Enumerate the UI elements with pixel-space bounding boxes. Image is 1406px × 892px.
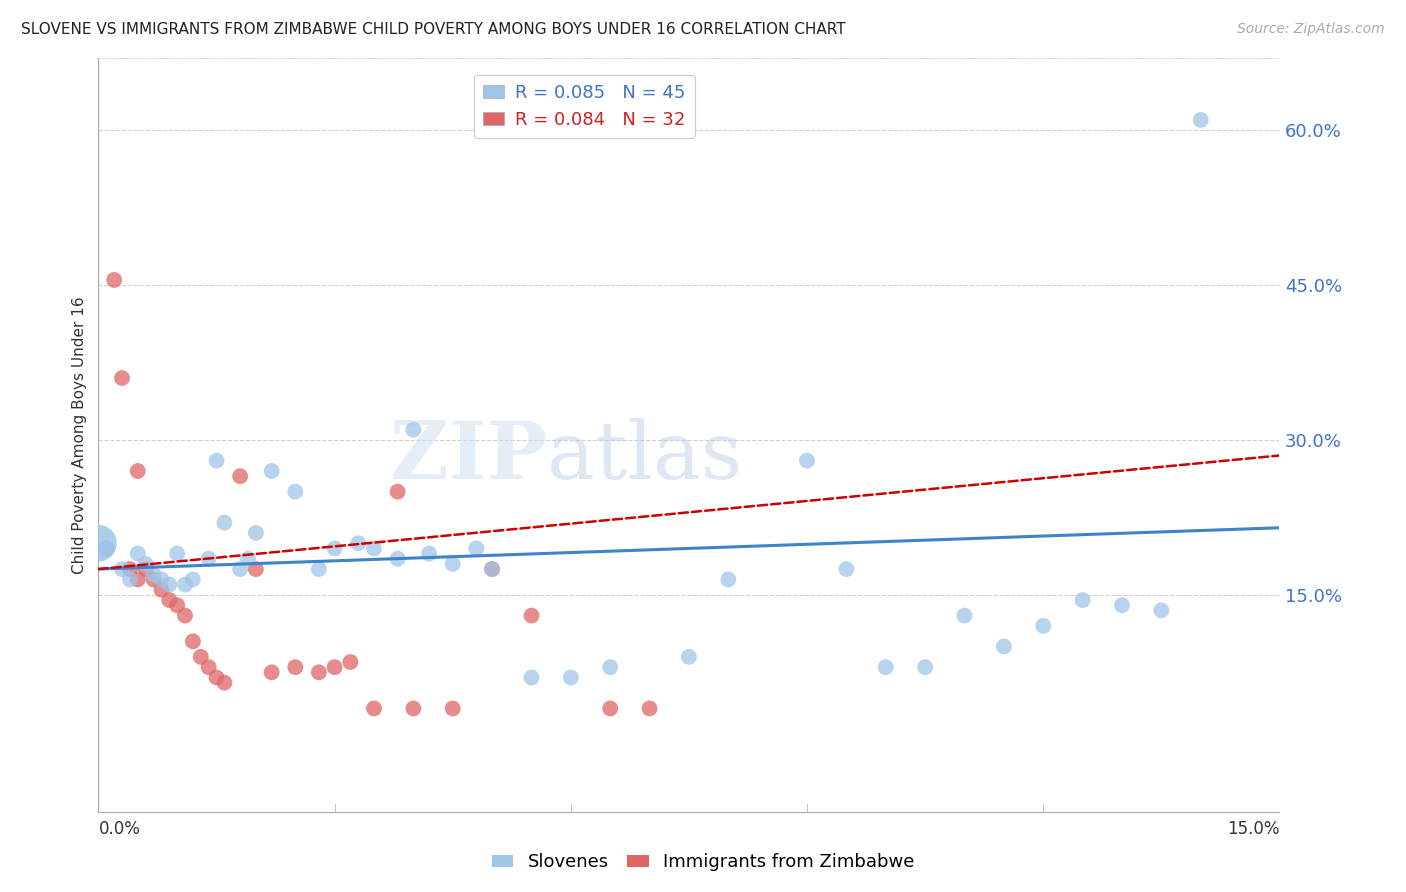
Point xyxy=(481,562,503,576)
Legend: R = 0.085   N = 45, R = 0.084   N = 32: R = 0.085 N = 45, R = 0.084 N = 32 xyxy=(474,75,695,137)
Point xyxy=(323,541,346,556)
Point xyxy=(347,536,370,550)
Point xyxy=(111,371,134,385)
Point xyxy=(127,573,149,587)
Text: Source: ZipAtlas.com: Source: ZipAtlas.com xyxy=(1237,22,1385,37)
Point xyxy=(402,423,425,437)
Point xyxy=(118,573,141,587)
Text: SLOVENE VS IMMIGRANTS FROM ZIMBABWE CHILD POVERTY AMONG BOYS UNDER 16 CORRELATIO: SLOVENE VS IMMIGRANTS FROM ZIMBABWE CHIL… xyxy=(21,22,846,37)
Point xyxy=(441,701,464,715)
Point xyxy=(150,582,173,597)
Point xyxy=(678,649,700,664)
Point xyxy=(197,660,219,674)
Point xyxy=(229,469,252,483)
Y-axis label: Child Poverty Among Boys Under 16: Child Poverty Among Boys Under 16 xyxy=(72,296,87,574)
Point xyxy=(142,567,165,582)
Legend: Slovenes, Immigrants from Zimbabwe: Slovenes, Immigrants from Zimbabwe xyxy=(485,847,921,879)
Point xyxy=(260,464,283,478)
Text: ZIP: ZIP xyxy=(391,418,547,497)
Point xyxy=(197,551,219,566)
Point xyxy=(157,577,180,591)
Point xyxy=(481,562,503,576)
Point xyxy=(103,273,125,287)
Point xyxy=(363,701,385,715)
Point xyxy=(111,562,134,576)
Point xyxy=(993,640,1015,654)
Point xyxy=(875,660,897,674)
Point xyxy=(96,541,118,556)
Point xyxy=(174,608,197,623)
Point xyxy=(260,665,283,680)
Point xyxy=(914,660,936,674)
Point xyxy=(1111,598,1133,612)
Point xyxy=(520,671,543,685)
Point xyxy=(638,701,661,715)
Point xyxy=(214,675,236,690)
Point xyxy=(127,547,149,561)
Point xyxy=(236,551,259,566)
Point xyxy=(181,573,204,587)
Point xyxy=(323,660,346,674)
Point xyxy=(308,665,330,680)
Point xyxy=(157,593,180,607)
Point xyxy=(308,562,330,576)
Point xyxy=(205,671,228,685)
Point xyxy=(520,608,543,623)
Point xyxy=(387,484,409,499)
Text: 15.0%: 15.0% xyxy=(1227,820,1279,838)
Point xyxy=(174,577,197,591)
Point xyxy=(181,634,204,648)
Point xyxy=(796,453,818,467)
Point xyxy=(363,541,385,556)
Point xyxy=(1150,603,1173,617)
Point xyxy=(441,557,464,571)
Point xyxy=(166,547,188,561)
Point xyxy=(953,608,976,623)
Point xyxy=(142,573,165,587)
Point xyxy=(229,562,252,576)
Point xyxy=(284,484,307,499)
Point xyxy=(1032,619,1054,633)
Point xyxy=(166,598,188,612)
Point xyxy=(1071,593,1094,607)
Point xyxy=(339,655,361,669)
Point xyxy=(214,516,236,530)
Point xyxy=(135,562,157,576)
Point xyxy=(150,573,173,587)
Point xyxy=(245,562,267,576)
Point xyxy=(465,541,488,556)
Point xyxy=(402,701,425,715)
Point xyxy=(387,551,409,566)
Point xyxy=(127,464,149,478)
Point xyxy=(560,671,582,685)
Point xyxy=(96,541,118,556)
Point xyxy=(835,562,858,576)
Point xyxy=(245,525,267,540)
Point xyxy=(118,562,141,576)
Point xyxy=(190,649,212,664)
Point xyxy=(717,573,740,587)
Point xyxy=(599,701,621,715)
Point xyxy=(418,547,440,561)
Point xyxy=(1189,112,1212,127)
Point xyxy=(87,536,110,550)
Point xyxy=(284,660,307,674)
Text: 0.0%: 0.0% xyxy=(98,820,141,838)
Text: atlas: atlas xyxy=(547,418,742,497)
Point xyxy=(599,660,621,674)
Point xyxy=(205,453,228,467)
Point xyxy=(135,557,157,571)
